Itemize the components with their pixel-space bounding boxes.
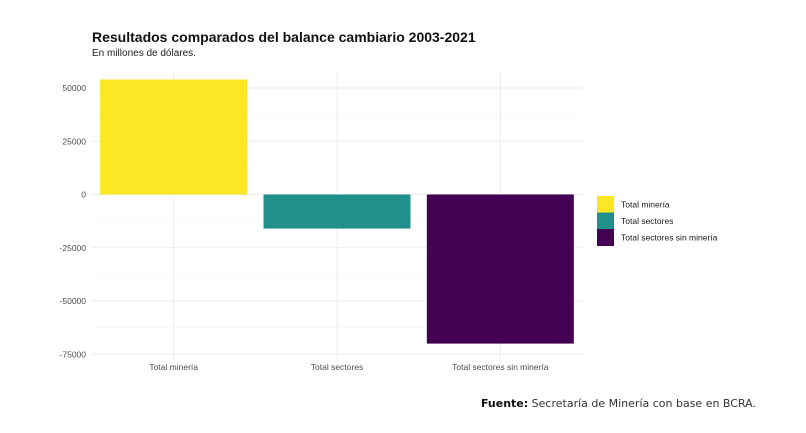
x-tick-label: Total sectores [311, 362, 363, 372]
legend-label: Total minería [621, 200, 670, 210]
legend-label: Total sectores [621, 216, 673, 226]
bar [426, 194, 574, 344]
y-tick-label: 25000 [62, 136, 86, 146]
bar [263, 194, 411, 229]
source-label: Fuente: [480, 397, 529, 410]
y-tick-label: 50000 [62, 83, 86, 93]
legend-swatch [597, 212, 614, 230]
source-text: Secretaría de Minería con base en BCRA. [528, 397, 756, 410]
x-tick-label: Total sectores sin minería [452, 362, 549, 372]
chart-subtitle: En millones de dólares. [92, 48, 196, 59]
y-tick-label: -50000 [60, 296, 87, 306]
x-tick-label: Total minería [149, 362, 198, 372]
y-tick-label: 0 [81, 190, 86, 200]
source-note: Fuente: Secretaría de Minería con base e… [481, 397, 756, 410]
legend-swatch [597, 229, 614, 246]
y-tick-label: -75000 [60, 349, 87, 359]
legend-swatch [597, 196, 614, 213]
y-tick-label: -25000 [60, 243, 87, 253]
bar [100, 79, 248, 195]
chart-title: Resultados comparados del balance cambia… [92, 29, 476, 45]
legend-label: Total sectores sin minería [621, 233, 718, 243]
